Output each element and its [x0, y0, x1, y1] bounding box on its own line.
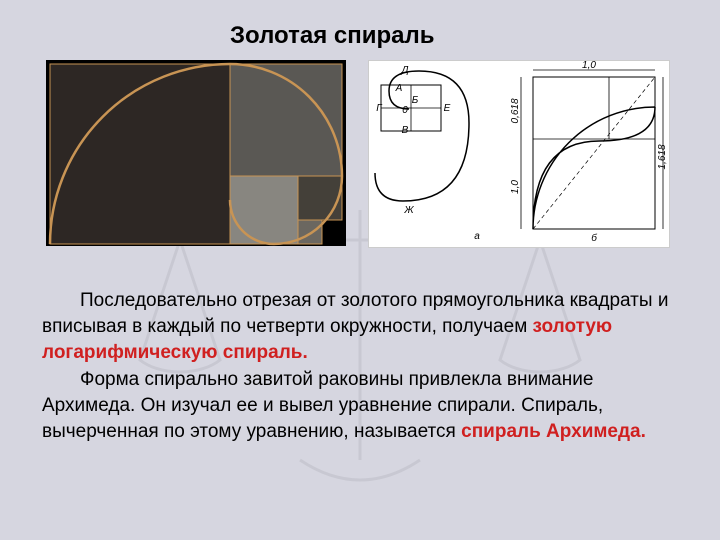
svg-text:1,0: 1,0 [510, 180, 521, 194]
svg-text:Д: Д [400, 65, 408, 76]
figure-spiral-constructions: Д А Б Г 0 В Е Ж а 1,0 0,618 [368, 60, 670, 248]
svg-text:б: б [591, 232, 597, 244]
body-text: Последовательно отрезая от золотого прям… [42, 288, 678, 445]
figure-golden-rectangle [46, 60, 346, 246]
para2-highlight: спираль Архимеда. [461, 421, 646, 442]
svg-text:Б: Б [412, 95, 419, 106]
svg-text:0,618: 0,618 [510, 98, 521, 123]
figures-row: Д А Б Г 0 В Е Ж а 1,0 0,618 [46, 60, 670, 248]
svg-text:0: 0 [402, 105, 408, 116]
svg-text:Е: Е [444, 103, 451, 114]
svg-text:1,618: 1,618 [657, 144, 668, 169]
page-title: Золотая спираль [230, 22, 434, 50]
svg-text:1,0: 1,0 [582, 60, 596, 71]
svg-text:а: а [474, 231, 480, 242]
svg-text:Ж: Ж [403, 205, 414, 216]
